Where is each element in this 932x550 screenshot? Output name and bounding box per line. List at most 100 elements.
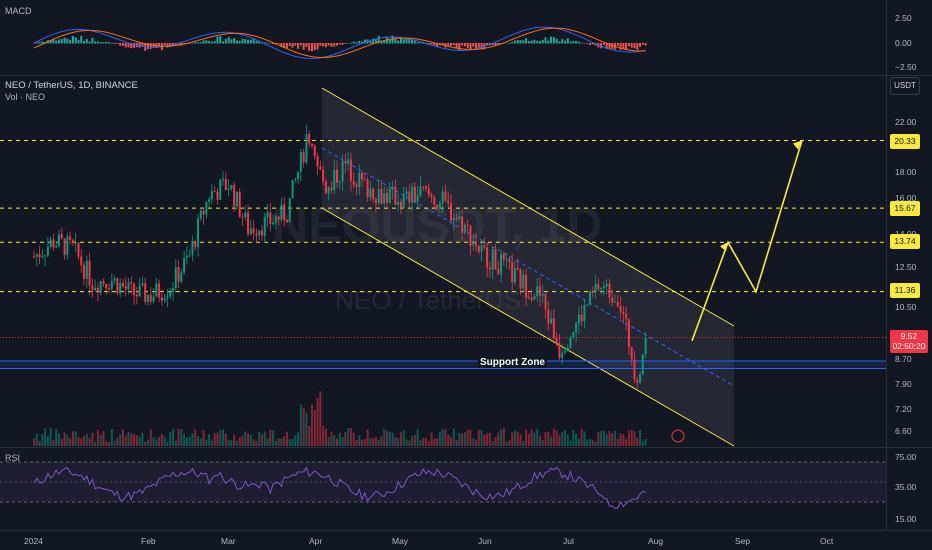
candle-body bbox=[591, 291, 594, 293]
macd-histogram-bar bbox=[133, 43, 136, 48]
macd-histogram-bar bbox=[580, 42, 583, 44]
candle-body bbox=[35, 254, 38, 257]
candle-body bbox=[569, 336, 572, 348]
currency-button[interactable]: USDT bbox=[890, 77, 920, 95]
macd-histogram-bar bbox=[266, 42, 269, 44]
volume-bar bbox=[299, 404, 302, 446]
volume-bar bbox=[538, 435, 541, 446]
symbol-title[interactable]: NEO / TetherUS, 1D, BINANCE bbox=[5, 80, 138, 91]
macd-histogram-bar bbox=[71, 36, 74, 44]
candle-body bbox=[633, 359, 636, 380]
main-price-axis[interactable]: 22.00 18.00 16.00 14.00 12.50 10.50 8.70… bbox=[886, 76, 932, 447]
macd-histogram-bar bbox=[341, 43, 344, 45]
volume-bar bbox=[327, 436, 330, 446]
macd-histogram-bar bbox=[233, 38, 236, 44]
macd-histogram-bar bbox=[94, 41, 97, 44]
volume-bar bbox=[583, 431, 586, 446]
macd-histogram-bar bbox=[83, 40, 86, 44]
macd-histogram-bar bbox=[602, 43, 605, 45]
candle-body bbox=[199, 210, 202, 219]
macd-histogram-bar bbox=[363, 39, 366, 44]
volume-bar bbox=[519, 434, 522, 446]
candle-body bbox=[589, 291, 591, 305]
macd-histogram-bar bbox=[272, 43, 275, 45]
price-tick: 10.50 bbox=[895, 302, 917, 312]
macd-histogram-bar bbox=[205, 40, 208, 44]
volume-bar bbox=[247, 433, 250, 446]
volume-bar bbox=[627, 430, 630, 446]
price-chart[interactable] bbox=[0, 0, 886, 530]
candle-body bbox=[188, 255, 191, 257]
candle-body bbox=[208, 199, 211, 202]
candle-body bbox=[408, 191, 411, 203]
candle-body bbox=[611, 297, 614, 303]
volume-bar bbox=[547, 431, 550, 446]
volume-bar bbox=[233, 434, 236, 446]
volume-bar bbox=[502, 428, 505, 446]
candle-body bbox=[594, 284, 597, 292]
volume-bar bbox=[238, 437, 241, 446]
volume-bar bbox=[572, 430, 575, 446]
rsi-axis[interactable]: 75.00 35.00 15.00 bbox=[886, 448, 932, 530]
candle-body bbox=[74, 242, 77, 244]
macd-histogram-bar bbox=[427, 43, 430, 44]
macd-histogram-bar bbox=[344, 43, 347, 45]
volume-bar bbox=[322, 425, 325, 446]
candle-body bbox=[219, 179, 222, 200]
macd-histogram-bar bbox=[258, 41, 261, 44]
macd-histogram-bar bbox=[402, 39, 405, 44]
volume-bar bbox=[600, 431, 603, 446]
volume-bar bbox=[266, 438, 269, 446]
macd-histogram-bar bbox=[358, 40, 361, 44]
macd-histogram-bar bbox=[577, 41, 580, 44]
candle-body bbox=[210, 191, 213, 200]
macd-histogram-bar bbox=[249, 40, 252, 44]
candle-body bbox=[541, 294, 544, 296]
macd-histogram-bar bbox=[369, 41, 372, 44]
volume-bar bbox=[194, 429, 197, 446]
candle-body bbox=[366, 179, 369, 198]
candle-body bbox=[213, 191, 216, 193]
volume-bar bbox=[210, 440, 213, 446]
volume-bar bbox=[591, 440, 594, 446]
pane-separator[interactable] bbox=[0, 75, 932, 76]
x-tick: Apr bbox=[309, 536, 323, 546]
price-tick: 6.60 bbox=[895, 426, 912, 436]
candle-body bbox=[475, 242, 478, 246]
macd-histogram-bar bbox=[283, 43, 286, 48]
macd-histogram-bar bbox=[260, 42, 263, 44]
candle-body bbox=[313, 145, 316, 156]
macd-price-axis[interactable]: 2.50 0.00 −2.50 bbox=[886, 0, 932, 75]
pane-separator[interactable] bbox=[0, 447, 932, 448]
candle-body bbox=[283, 204, 286, 221]
candle-body bbox=[202, 210, 205, 215]
support-zone-band bbox=[0, 360, 886, 369]
candle-body bbox=[258, 230, 261, 236]
macd-histogram-bar bbox=[224, 39, 227, 44]
volume-bar bbox=[208, 434, 211, 446]
volume-title: Vol · NEO bbox=[5, 92, 46, 102]
volume-bar bbox=[558, 435, 561, 446]
candle-body bbox=[461, 216, 464, 233]
volume-bar bbox=[369, 437, 372, 446]
volume-bar bbox=[33, 438, 35, 446]
macd-histogram-bar bbox=[216, 36, 219, 44]
macd-histogram-bar bbox=[608, 43, 611, 50]
volume-bar bbox=[405, 439, 408, 446]
volume-bar bbox=[49, 428, 52, 446]
volume-bar bbox=[177, 428, 180, 446]
candle-body bbox=[99, 280, 102, 293]
candle-body bbox=[224, 178, 227, 190]
candle-body bbox=[500, 253, 503, 275]
volume-bar bbox=[386, 430, 389, 446]
candle-body bbox=[274, 216, 277, 223]
candle-body bbox=[280, 204, 283, 220]
main-pane[interactable]: NEO / TetherUS, 1D, BINANCE Vol · NEO bbox=[0, 76, 886, 447]
macd-histogram-bar bbox=[374, 39, 377, 44]
candle-body bbox=[277, 216, 280, 220]
candle-body bbox=[374, 199, 377, 204]
volume-bar bbox=[475, 440, 478, 446]
candle-body bbox=[305, 134, 308, 163]
macd-histogram-bar bbox=[146, 43, 149, 50]
volume-bar bbox=[330, 431, 333, 446]
